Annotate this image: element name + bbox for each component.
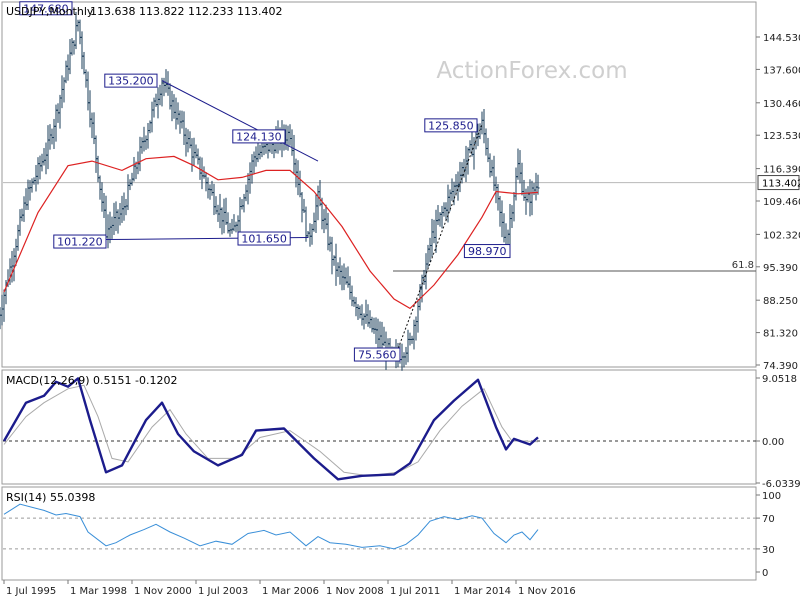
price-tick-label: 74.390 (763, 361, 798, 372)
x-tick-label: 1 Mar 2006 (262, 586, 319, 597)
annotation-label: 124.130 (232, 129, 286, 144)
x-tick-label: 1 Mar 2014 (454, 586, 511, 597)
watermark: ActionForex.com (436, 58, 627, 84)
rsi-tick-label: 100 (762, 491, 781, 502)
annotation-box (104, 73, 158, 88)
moving-average-layer (3, 155, 539, 310)
annotation-box (19, 1, 73, 16)
macd-layer: 9.0518 0.00 -6.0339 (2, 374, 800, 490)
price-tick-label: 130.460 (763, 99, 800, 110)
annotation-text: 101.220 (57, 236, 103, 249)
rsi-line (3, 503, 539, 550)
rsi-tick-label: 0 (762, 568, 768, 579)
annotation-label: 135.200 (104, 73, 158, 88)
ohlc-bar (536, 174, 540, 195)
macd-header: MACD(12,26,9) 0.5151 -0.1202 (6, 374, 177, 387)
rsi-layer: 100 70 30 0 (3, 491, 781, 579)
annotation-text: 147.680 (23, 2, 69, 15)
annotation-box (463, 244, 511, 259)
macd-tick-label: -6.0339 (762, 479, 800, 490)
annotation-label: 147.680 (19, 1, 73, 16)
x-tick-label: 1 Jul 1995 (6, 586, 56, 597)
annotation-label: 98.970 (463, 244, 511, 259)
annotation-text: 125.850 (428, 119, 474, 132)
trendline (393, 124, 483, 360)
annotation-labels: 147.680 135.200 124.130 101.220 101.650 125.8… (19, 1, 511, 362)
annotation-text: 135.200 (108, 75, 154, 88)
x-tick-label: 1 Nov 2016 (518, 586, 576, 597)
price-tick-label: 102.320 (763, 230, 800, 241)
annotation-text: 98.970 (468, 245, 507, 258)
macd-signal-line (3, 384, 539, 477)
x-tick-label: 1 Nov 2008 (326, 586, 384, 597)
annotation-box (237, 231, 291, 246)
price-tick-label: 123.530 (763, 131, 800, 142)
rsi-tick-label: 70 (762, 514, 775, 525)
annotation-box (353, 347, 401, 362)
annotation-box (232, 129, 286, 144)
annotation-text: 124.130 (236, 130, 282, 143)
annotation-label: 101.220 (53, 234, 107, 249)
rsi-tick-label: 30 (762, 545, 775, 556)
price-bars (0, 11, 540, 371)
price-tick-label: 137.600 (763, 65, 800, 76)
ohlc-header: 113.638 113.822 112.233 113.402 (90, 5, 282, 18)
price-axis: 144.530 137.600 130.460 123.530 116.390 109.4… (756, 33, 800, 372)
x-tick-label: 1 Nov 2000 (134, 586, 192, 597)
annotation-box (424, 118, 478, 133)
price-tick-label: 116.390 (763, 165, 800, 176)
annotation-label: 125.850 (424, 118, 478, 133)
macd-tick-label: 9.0518 (762, 374, 797, 385)
x-tick-label: 1 Jul 2011 (390, 586, 440, 597)
symbol-header: USDJPY,Monthly (6, 5, 94, 18)
current-price-badge-box (757, 175, 800, 191)
trendline (161, 80, 319, 162)
rsi-panel-frame (1, 486, 757, 581)
annotation-box (53, 234, 107, 249)
fib-61-8-label: 61.8 (732, 260, 754, 271)
moving-average-line (3, 155, 539, 310)
macd-panel-frame (1, 369, 757, 485)
annotation-label: 75.560 (353, 347, 401, 362)
price-tick-label: 144.530 (763, 33, 800, 44)
price-panel-frame (1, 1, 757, 368)
macd-line (2, 377, 539, 481)
price-tick-label: 95.390 (763, 263, 798, 274)
x-tick-label: 1 Jul 2003 (198, 586, 248, 597)
current-price-badge: 113.402 (757, 175, 800, 191)
current-price-label: 113.402 (762, 179, 800, 190)
annotation-text: 101.650 (241, 233, 287, 246)
x-axis: 1 Jul 1995 1 Mar 1998 1 Nov 2000 1 Jul 2003… (3, 580, 576, 597)
price-tick-label: 109.460 (763, 197, 800, 208)
annotation-text: 75.560 (358, 349, 397, 362)
rsi-header: RSI(14) 55.0398 (6, 491, 95, 504)
x-tick-label: 1 Mar 1998 (70, 586, 127, 597)
price-tick-label: 88.250 (763, 296, 798, 307)
price-tick-label: 81.320 (763, 329, 798, 340)
macd-tick-label: 0.00 (762, 437, 784, 448)
annotation-label: 101.650 (237, 231, 291, 246)
